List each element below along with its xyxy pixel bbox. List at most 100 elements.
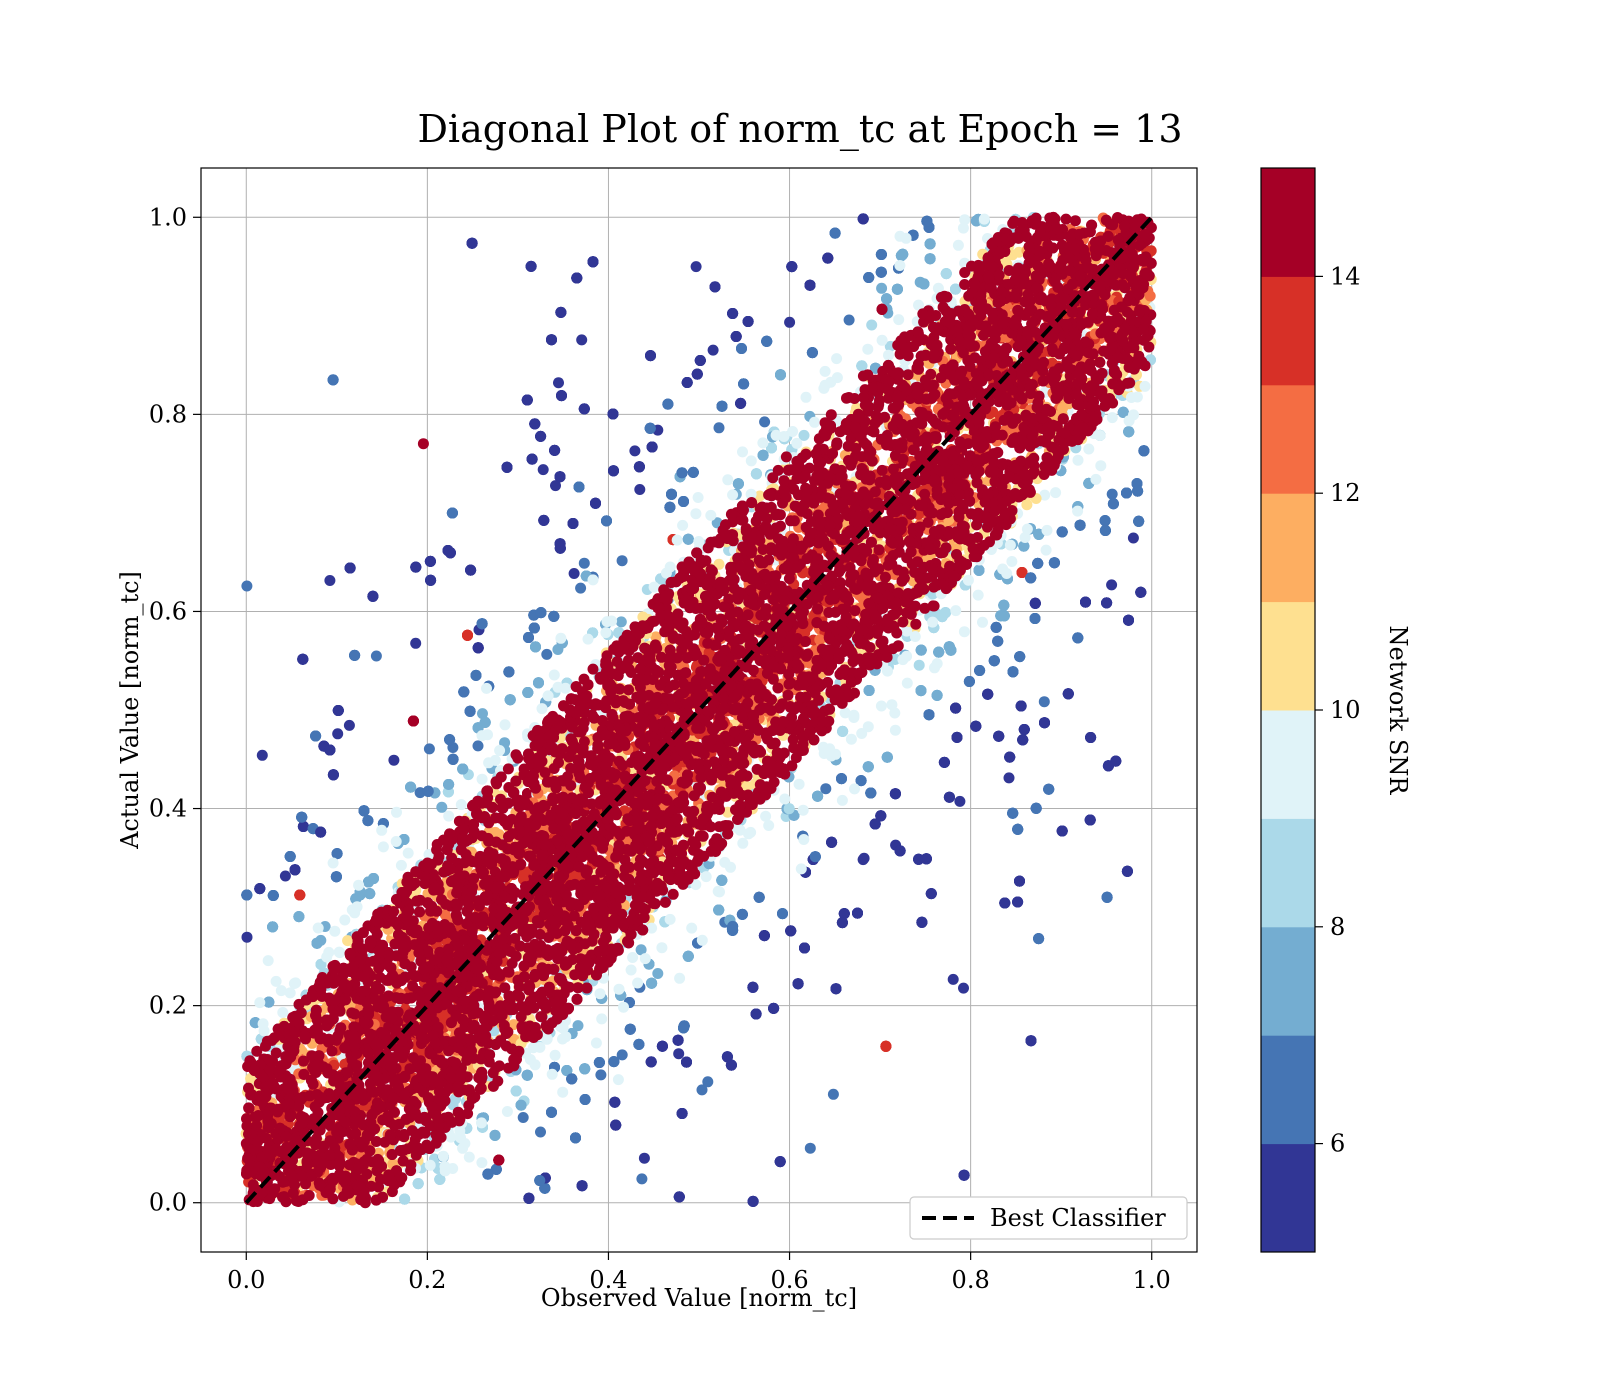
scatter-point	[279, 870, 291, 882]
scatter-point	[990, 621, 1002, 633]
scatter-point	[702, 1076, 714, 1088]
scatter-point	[538, 514, 550, 526]
plot-area: 0.0 0.2 0.4 0.6 0.8 1.0 0.00.20.40.60.81.0	[149, 167, 1198, 1294]
scatter-point	[924, 253, 936, 265]
scatter-point	[676, 1108, 688, 1119]
scatter-point	[1012, 823, 1024, 835]
scatter-point	[918, 278, 930, 290]
scatter-point	[682, 533, 694, 545]
scatter-point	[472, 740, 484, 752]
scatter-point	[1014, 651, 1026, 663]
scatter-point	[370, 650, 382, 662]
scatter-point	[1012, 896, 1024, 908]
scatter-point	[554, 538, 566, 550]
scatter-point	[750, 468, 762, 480]
scatter-point	[804, 1142, 816, 1154]
scatter-point	[644, 422, 656, 434]
scatter-point	[533, 677, 544, 689]
scatter-point	[297, 653, 309, 665]
scatter-point	[947, 973, 959, 985]
scatter-point	[607, 408, 619, 420]
scatter-point	[256, 749, 268, 761]
scatter-point	[768, 1002, 780, 1014]
scatter-point	[992, 635, 1004, 647]
scatter-point	[590, 497, 601, 509]
scatter-point	[1106, 579, 1118, 591]
scatter-point	[1101, 597, 1113, 609]
scatter-point	[417, 438, 429, 450]
scatter-point	[388, 754, 400, 766]
scatter-point	[761, 335, 773, 347]
scatter-point	[546, 334, 557, 346]
scatter-point	[923, 709, 935, 721]
scatter-point	[331, 848, 343, 860]
scatter-point	[399, 1193, 411, 1205]
scatter-point	[829, 227, 841, 239]
scatter-point	[812, 790, 824, 802]
scatter-point	[489, 1129, 501, 1141]
scatter-point	[913, 659, 925, 671]
scatter-point	[297, 821, 309, 832]
scatter-point	[974, 665, 986, 676]
scatter-point	[869, 818, 881, 830]
scatter-point	[827, 1088, 839, 1100]
scatter-point	[522, 687, 534, 698]
scatter-point	[784, 316, 796, 328]
scatter-point	[970, 720, 982, 732]
scatter-point	[1038, 696, 1050, 708]
scatter-point	[786, 261, 798, 273]
scatter-point	[830, 983, 842, 995]
scatter-point	[1074, 519, 1086, 531]
scatter-point	[747, 981, 759, 993]
scatter-point	[332, 728, 344, 740]
scatter-point	[750, 1008, 762, 1020]
scatter-point	[572, 1020, 584, 1032]
scatter-point	[570, 1132, 581, 1144]
scatter-point	[499, 737, 511, 749]
scatter-point	[707, 344, 719, 356]
scatter-point	[645, 1056, 657, 1068]
scatter-point	[593, 1057, 605, 1068]
scatter-point	[324, 575, 336, 586]
scatter-point	[681, 1056, 692, 1068]
scatter-point	[537, 464, 549, 476]
scatter-point	[1101, 891, 1113, 903]
scatter-point	[367, 590, 379, 602]
scatter-point	[521, 394, 533, 406]
scatter-point	[423, 743, 435, 755]
scatter-point	[736, 343, 747, 354]
scatter-point	[503, 666, 515, 678]
scatter-point	[963, 676, 975, 687]
scatter-point	[410, 637, 422, 649]
scatter-point	[915, 644, 927, 656]
scatter-point	[446, 507, 458, 519]
scatter-point	[1123, 614, 1134, 626]
scatter-point	[241, 580, 253, 592]
scatter-point	[1085, 732, 1097, 743]
scatter-point	[576, 1180, 588, 1192]
scatter-point	[711, 517, 723, 529]
scatter-point	[822, 252, 834, 264]
scatter-point	[310, 730, 322, 742]
scatter-point	[515, 1099, 527, 1111]
scatter-point	[624, 1023, 636, 1035]
scatter-point	[925, 888, 937, 900]
scatter-point	[634, 484, 646, 495]
scatter-point	[241, 931, 253, 943]
scatter-point	[915, 685, 927, 697]
scatter-point	[535, 430, 547, 442]
scatter-point	[958, 1169, 970, 1181]
scatter-point	[1048, 557, 1060, 569]
scatter-point	[1032, 557, 1044, 569]
scatter-point	[608, 1056, 620, 1068]
scatter-point	[576, 334, 588, 346]
scatter-point	[578, 403, 590, 415]
scatter-point	[662, 398, 674, 410]
scatter-point	[638, 1152, 650, 1164]
scatter-point	[866, 319, 878, 331]
scatter-point	[568, 568, 580, 579]
scatter-point	[541, 648, 553, 660]
scatter-point	[664, 501, 676, 513]
scatter-point	[343, 719, 355, 731]
